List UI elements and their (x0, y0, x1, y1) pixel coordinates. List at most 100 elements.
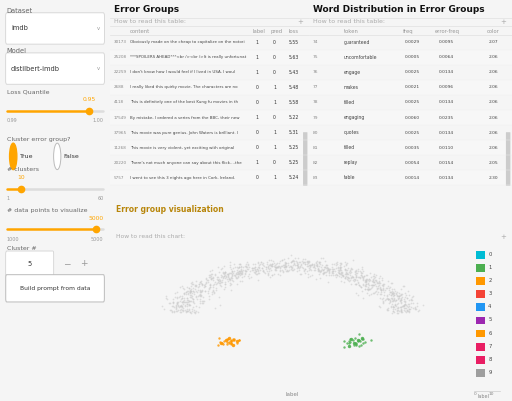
Point (293, 261, 301, 268)
Point (411, 306, 419, 312)
Point (389, 304, 397, 310)
Text: 0.0025: 0.0025 (404, 70, 420, 74)
Point (195, 304, 203, 310)
Point (369, 282, 377, 289)
Point (205, 274, 213, 280)
Point (225, 339, 233, 346)
Point (262, 266, 270, 272)
Text: This is definitely one of the best Kung fu movies in th: This is definitely one of the best Kung … (130, 100, 238, 104)
Point (324, 265, 332, 271)
Point (329, 266, 337, 272)
Point (233, 340, 241, 346)
Point (173, 300, 181, 307)
Text: 1: 1 (273, 85, 276, 90)
Point (175, 299, 183, 306)
Point (365, 276, 373, 282)
Point (242, 263, 250, 269)
Text: color: color (486, 29, 500, 34)
Point (182, 309, 190, 315)
Point (287, 258, 295, 265)
Point (383, 292, 391, 298)
Point (282, 267, 290, 274)
Point (283, 267, 291, 273)
Point (340, 263, 348, 269)
Point (358, 276, 367, 282)
Point (227, 269, 236, 275)
Point (364, 280, 372, 286)
Point (173, 300, 181, 306)
Point (394, 293, 402, 299)
Point (186, 302, 195, 308)
Point (375, 279, 383, 286)
Point (170, 304, 179, 310)
Point (278, 257, 286, 263)
Text: 0.0014: 0.0014 (404, 176, 419, 180)
Point (403, 306, 412, 313)
Point (301, 269, 309, 276)
Text: token: token (344, 29, 358, 34)
Point (188, 279, 196, 286)
Text: Word Distribution in Error Groups: Word Distribution in Error Groups (313, 5, 485, 14)
Text: 1: 1 (7, 196, 10, 201)
Point (182, 299, 190, 305)
Text: I really liked this quirky movie. The characters are no: I really liked this quirky movie. The ch… (130, 85, 238, 89)
Point (328, 265, 336, 272)
Point (273, 263, 282, 270)
Point (234, 269, 242, 275)
Point (390, 290, 398, 296)
Point (270, 260, 278, 267)
Point (324, 266, 332, 272)
Point (226, 262, 234, 268)
Point (383, 295, 391, 302)
Point (316, 255, 325, 261)
Point (218, 265, 226, 271)
Point (323, 265, 331, 271)
Text: engage: engage (344, 70, 360, 75)
Point (291, 258, 300, 264)
Point (388, 290, 396, 296)
Point (227, 337, 235, 344)
Point (206, 282, 215, 288)
Point (244, 261, 252, 268)
Point (254, 277, 262, 283)
Point (392, 303, 400, 310)
Point (217, 340, 225, 346)
Point (201, 288, 209, 294)
Text: 60: 60 (97, 196, 103, 201)
Point (202, 275, 210, 282)
Point (285, 264, 293, 270)
Point (311, 267, 319, 273)
Point (397, 307, 406, 313)
Point (376, 280, 384, 286)
Point (226, 277, 234, 283)
Point (346, 336, 354, 342)
Point (173, 289, 181, 295)
Point (384, 296, 392, 302)
Point (373, 279, 381, 286)
Point (234, 273, 242, 280)
Point (188, 306, 196, 312)
Point (320, 264, 328, 271)
Point (281, 264, 289, 271)
Point (172, 308, 180, 314)
Point (196, 293, 204, 300)
Point (207, 276, 215, 282)
Point (227, 340, 235, 346)
Point (185, 284, 194, 291)
Text: 1: 1 (273, 145, 276, 150)
Point (325, 267, 333, 273)
Point (394, 306, 402, 313)
Point (403, 301, 412, 308)
Point (359, 340, 367, 347)
Bar (110, 140, 309, 155)
Point (337, 260, 346, 267)
Point (401, 301, 409, 307)
Point (313, 258, 321, 265)
Point (300, 267, 308, 273)
Text: 5: 5 (488, 318, 492, 322)
Point (323, 264, 331, 271)
Text: By mistake, I ordered a series from the BBC, their new: By mistake, I ordered a series from the … (130, 115, 241, 119)
Point (383, 292, 391, 299)
FancyBboxPatch shape (6, 13, 104, 44)
Point (272, 261, 281, 267)
